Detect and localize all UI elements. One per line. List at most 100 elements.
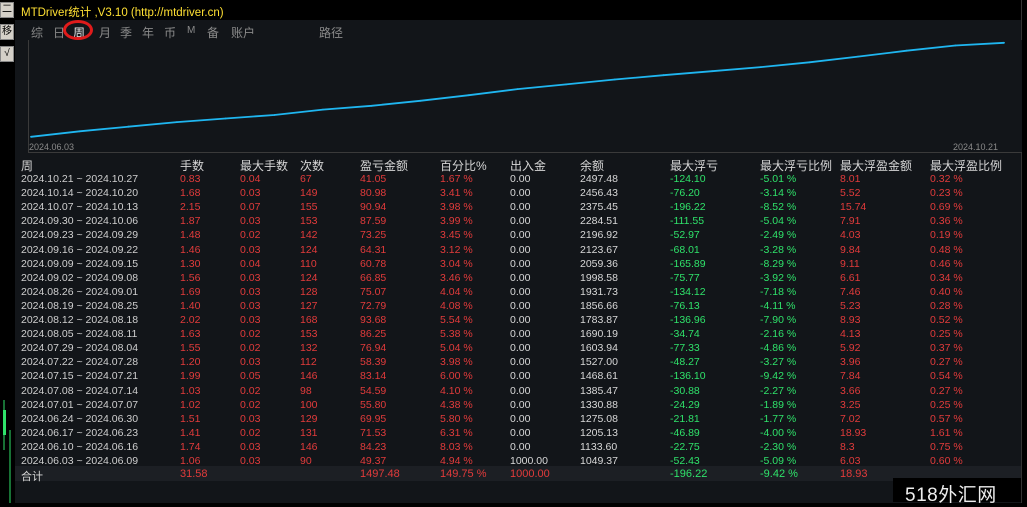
table-row[interactable]: 2024.09.09 ~ 2024.09.15 1.30 0.04 110 60.78 3… bbox=[15, 256, 1021, 270]
tab-quarter[interactable]: 季 bbox=[120, 26, 133, 40]
tab-backup[interactable]: 备 bbox=[207, 26, 220, 40]
cell-percent: 3.45 % bbox=[440, 229, 473, 242]
tab-year[interactable]: 年 bbox=[142, 26, 155, 40]
cell-lots: 2.02 bbox=[180, 314, 201, 326]
cell-pnl: 55.80 bbox=[360, 398, 387, 411]
cell-max-float-loss-ratio: -3.14 % bbox=[760, 187, 797, 200]
total-label: 合计 bbox=[21, 471, 43, 483]
cell-trades: 132 bbox=[300, 342, 318, 355]
cell-max-lots: 0.03 bbox=[240, 314, 261, 326]
cell-week: 2024.07.29 ~ 2024.08.04 bbox=[21, 342, 139, 355]
check-button[interactable]: √ bbox=[0, 46, 14, 62]
cell-trades: 146 bbox=[300, 370, 318, 383]
table-row[interactable]: 2024.06.03 ~ 2024.06.09 1.06 0.03 90 49.37 4.… bbox=[15, 453, 1021, 467]
minimize-button[interactable]: 二 bbox=[0, 2, 14, 18]
tab-symbol[interactable]: 币 bbox=[164, 26, 177, 40]
header-max-lots: 最大手数 bbox=[240, 159, 289, 173]
cell-trades: 90 bbox=[300, 455, 312, 467]
cell-deposit: 1000.00 bbox=[510, 455, 548, 467]
table-row[interactable]: 2024.10.14 ~ 2024.10.20 1.68 0.03 149 80.98 3… bbox=[15, 185, 1021, 199]
table-row[interactable]: 2024.07.01 ~ 2024.07.07 1.02 0.02 100 55.80 4… bbox=[15, 397, 1021, 411]
cell-lots: 1.55 bbox=[180, 342, 201, 355]
header-max-float-loss-ratio: 最大浮亏比例 bbox=[760, 159, 833, 173]
tab-path[interactable]: 路径 bbox=[319, 26, 344, 40]
cell-balance: 2196.92 bbox=[580, 229, 618, 242]
table-row[interactable]: 2024.06.24 ~ 2024.06.30 1.51 0.03 129 69.95 5… bbox=[15, 411, 1021, 425]
cell-balance: 2375.45 bbox=[580, 201, 618, 214]
total-lots: 31.58 bbox=[180, 468, 208, 480]
table-row[interactable]: 2024.09.30 ~ 2024.10.06 1.87 0.03 153 87.59 3… bbox=[15, 213, 1021, 227]
table-row[interactable]: 2024.10.07 ~ 2024.10.13 2.15 0.07 155 90.94 3… bbox=[15, 199, 1021, 213]
header-lots: 手数 bbox=[180, 159, 205, 173]
cell-lots: 1.41 bbox=[180, 426, 201, 439]
cell-max-float-profit: 7.91 bbox=[840, 215, 861, 228]
tab-m[interactable]: M bbox=[187, 25, 196, 36]
table-row[interactable]: 2024.09.23 ~ 2024.09.29 1.48 0.02 142 73.25 3… bbox=[15, 227, 1021, 241]
cell-max-lots: 0.03 bbox=[240, 187, 261, 200]
cell-balance: 2123.67 bbox=[580, 243, 618, 256]
cell-max-float-profit: 6.03 bbox=[840, 455, 861, 467]
cell-max-float-loss-ratio: -3.92 % bbox=[760, 271, 797, 284]
cell-lots: 1.87 bbox=[180, 215, 201, 228]
table-row[interactable]: 2024.09.02 ~ 2024.09.08 1.56 0.03 124 66.85 3… bbox=[15, 270, 1021, 284]
table-row[interactable]: 2024.08.05 ~ 2024.08.11 1.63 0.02 153 86.25 5… bbox=[15, 326, 1021, 340]
cell-week: 2024.08.12 ~ 2024.08.18 bbox=[21, 314, 139, 326]
cell-trades: 149 bbox=[300, 187, 318, 200]
tab-month[interactable]: 月 bbox=[99, 26, 112, 40]
table-row[interactable]: 2024.07.08 ~ 2024.07.14 1.03 0.02 98 54.59 4.… bbox=[15, 383, 1021, 397]
table-row[interactable]: 2024.07.15 ~ 2024.07.21 1.99 0.05 146 83.14 6… bbox=[15, 368, 1021, 382]
cell-deposit: 0.00 bbox=[510, 440, 531, 453]
cell-deposit: 0.00 bbox=[510, 201, 531, 214]
cell-max-float-profit: 5.52 bbox=[840, 187, 861, 200]
cell-max-float-loss-ratio: -4.86 % bbox=[760, 342, 797, 355]
cell-deposit: 0.00 bbox=[510, 412, 531, 425]
cell-balance: 1783.87 bbox=[580, 314, 618, 326]
table-row[interactable]: 2024.06.17 ~ 2024.06.23 1.41 0.02 131 71.53 6… bbox=[15, 425, 1021, 439]
app-title: MTDriver统计 ,V3.10 (http://mtdriver.cn) bbox=[21, 7, 224, 19]
cell-trades: 100 bbox=[300, 398, 318, 411]
cell-max-float-loss-ratio: -8.29 % bbox=[760, 257, 797, 270]
cell-max-float-profit-ratio: 0.23 % bbox=[930, 187, 963, 200]
cell-max-float-profit: 18.93 bbox=[840, 426, 867, 439]
table-row[interactable]: 2024.08.12 ~ 2024.08.18 2.02 0.03 168 93.68 5… bbox=[15, 312, 1021, 326]
chart-x-start-label: 2024.06.03 bbox=[29, 142, 75, 152]
cell-max-lots: 0.07 bbox=[240, 201, 261, 214]
cell-trades: 142 bbox=[300, 229, 318, 242]
table-row[interactable]: 2024.09.16 ~ 2024.09.22 1.46 0.03 124 64.31 3… bbox=[15, 242, 1021, 256]
header-week: 周 bbox=[21, 159, 34, 173]
cell-pnl: 87.59 bbox=[360, 215, 387, 228]
cell-week: 2024.06.03 ~ 2024.06.09 bbox=[21, 455, 139, 467]
cell-deposit: 0.00 bbox=[510, 398, 531, 411]
cell-max-float-loss: -30.88 bbox=[670, 384, 700, 397]
cell-max-float-loss: -75.77 bbox=[670, 271, 700, 284]
cell-max-float-loss: -52.97 bbox=[670, 229, 700, 242]
tab-day[interactable]: 日 bbox=[53, 26, 66, 40]
tab-summary[interactable]: 综 bbox=[31, 26, 44, 40]
cell-balance: 2059.36 bbox=[580, 257, 618, 270]
table-row[interactable]: 2024.08.26 ~ 2024.09.01 1.69 0.03 128 75.07 4… bbox=[15, 284, 1021, 298]
balance-point bbox=[127, 125, 130, 128]
move-button[interactable]: 移 bbox=[0, 24, 14, 40]
cell-lots: 1.56 bbox=[180, 271, 201, 284]
table-row[interactable]: 2024.07.29 ~ 2024.08.04 1.55 0.02 132 76.94 5… bbox=[15, 340, 1021, 354]
table-row[interactable]: 2024.08.19 ~ 2024.08.25 1.40 0.03 127 72.79 4… bbox=[15, 298, 1021, 312]
cell-balance: 1856.66 bbox=[580, 299, 618, 312]
cell-max-float-profit-ratio: 0.34 % bbox=[930, 271, 963, 284]
cell-deposit: 0.00 bbox=[510, 328, 531, 341]
table-row[interactable]: 2024.07.22 ~ 2024.07.28 1.20 0.03 112 58.39 3… bbox=[15, 354, 1021, 368]
cell-pnl: 72.79 bbox=[360, 299, 387, 312]
table-row[interactable]: 2024.06.10 ~ 2024.06.16 1.74 0.03 146 84.23 8… bbox=[15, 439, 1021, 453]
cell-max-float-loss: -77.33 bbox=[670, 342, 700, 355]
active-tab-highlight bbox=[63, 20, 93, 40]
cell-percent: 3.98 % bbox=[440, 201, 473, 214]
cell-pnl: 64.31 bbox=[360, 243, 387, 256]
tab-account[interactable]: 账户 bbox=[231, 26, 256, 40]
cell-max-float-profit-ratio: 0.40 % bbox=[930, 285, 963, 298]
cell-trades: 110 bbox=[300, 257, 317, 270]
cell-max-float-loss: -48.27 bbox=[670, 356, 700, 369]
table-row[interactable]: 2024.10.21 ~ 2024.10.27 0.83 0.04 67 41.05 1.… bbox=[15, 171, 1021, 185]
cell-max-lots: 0.03 bbox=[240, 215, 261, 228]
cell-max-lots: 0.02 bbox=[240, 398, 261, 411]
cell-percent: 6.00 % bbox=[440, 370, 473, 383]
cell-lots: 1.40 bbox=[180, 299, 201, 312]
